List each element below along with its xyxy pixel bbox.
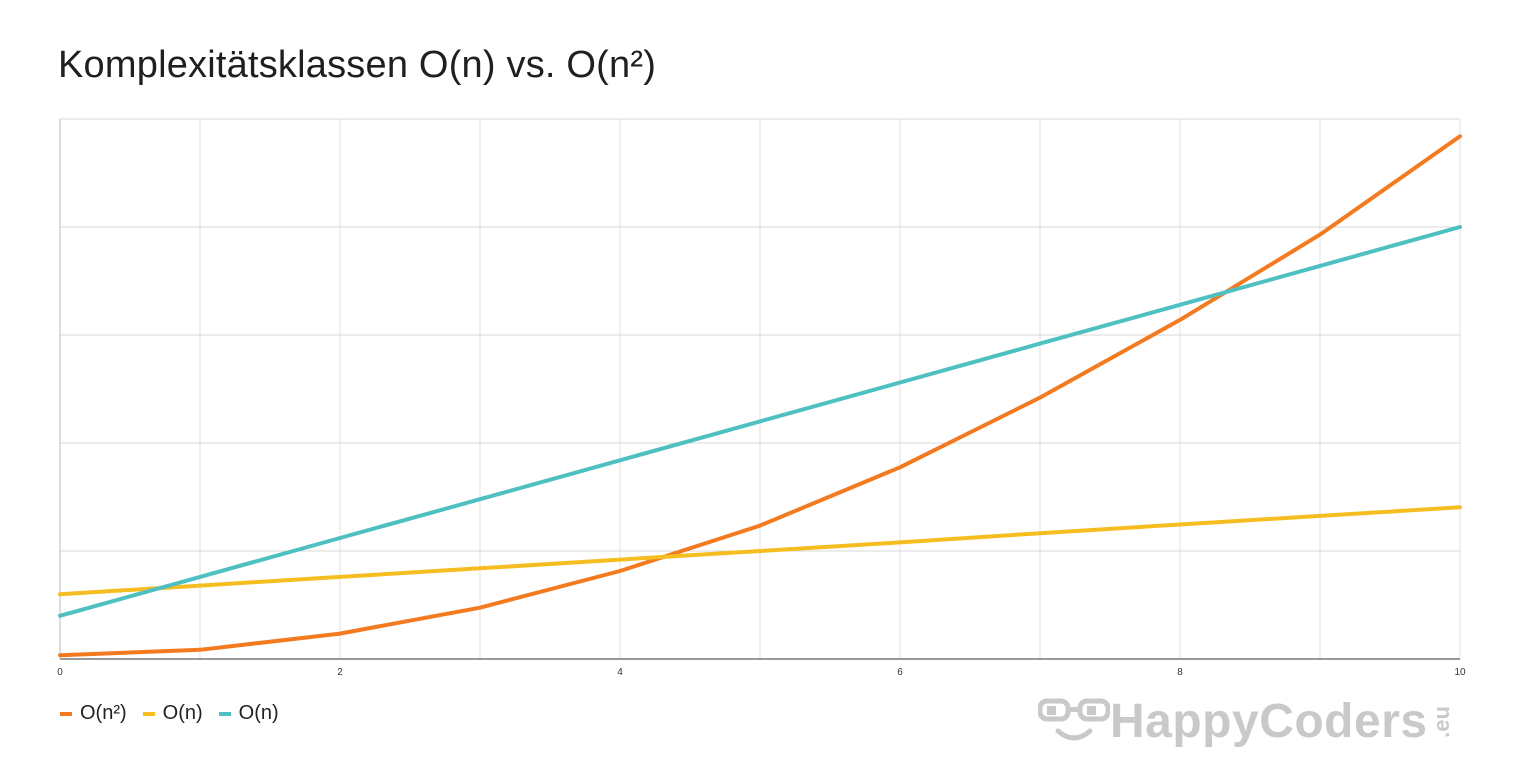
legend-item-o-n-teal[interactable]: O(n)	[218, 702, 279, 725]
chart-title: Komplexitätsklassen O(n) vs. O(n²)	[58, 44, 657, 86]
legend-item-o-n2[interactable]: O(n²)	[60, 702, 127, 725]
x-tick-label: 10	[1454, 667, 1466, 678]
x-tick-label: 8	[1177, 667, 1183, 678]
legend-label-o-n2: O(n²)	[80, 702, 127, 724]
legend: O(n²) O(n) O(n)	[60, 702, 295, 725]
x-tick-label: 6	[897, 667, 903, 678]
legend-label-o-n-teal: O(n)	[238, 702, 279, 724]
x-tick-label: 4	[617, 667, 623, 678]
legend-label-o-n-yellow: O(n)	[162, 702, 203, 724]
legend-swatch-o-n-yellow	[142, 711, 155, 716]
happycoders-watermark: HappyCoders .eu	[1038, 694, 1457, 749]
grid-layer	[59, 118, 1461, 660]
legend-item-o-n-yellow[interactable]: O(n)	[142, 702, 203, 725]
x-tick-label: 0	[57, 667, 63, 678]
series-line-2[interactable]	[58, 225, 1462, 618]
x-tick-label: 2	[337, 667, 343, 678]
x-axis-ticks: 0 2 4 6 8 10	[57, 667, 1466, 678]
glasses-smiley-icon	[1038, 698, 1110, 740]
legend-swatch-o-n-teal	[218, 711, 231, 716]
series-layer	[58, 134, 1462, 658]
watermark-tld: .eu	[1428, 705, 1454, 738]
series-line-1[interactable]	[58, 505, 1462, 597]
legend-swatch-o-n2	[60, 711, 72, 716]
watermark-text: HappyCoders	[1110, 695, 1428, 748]
